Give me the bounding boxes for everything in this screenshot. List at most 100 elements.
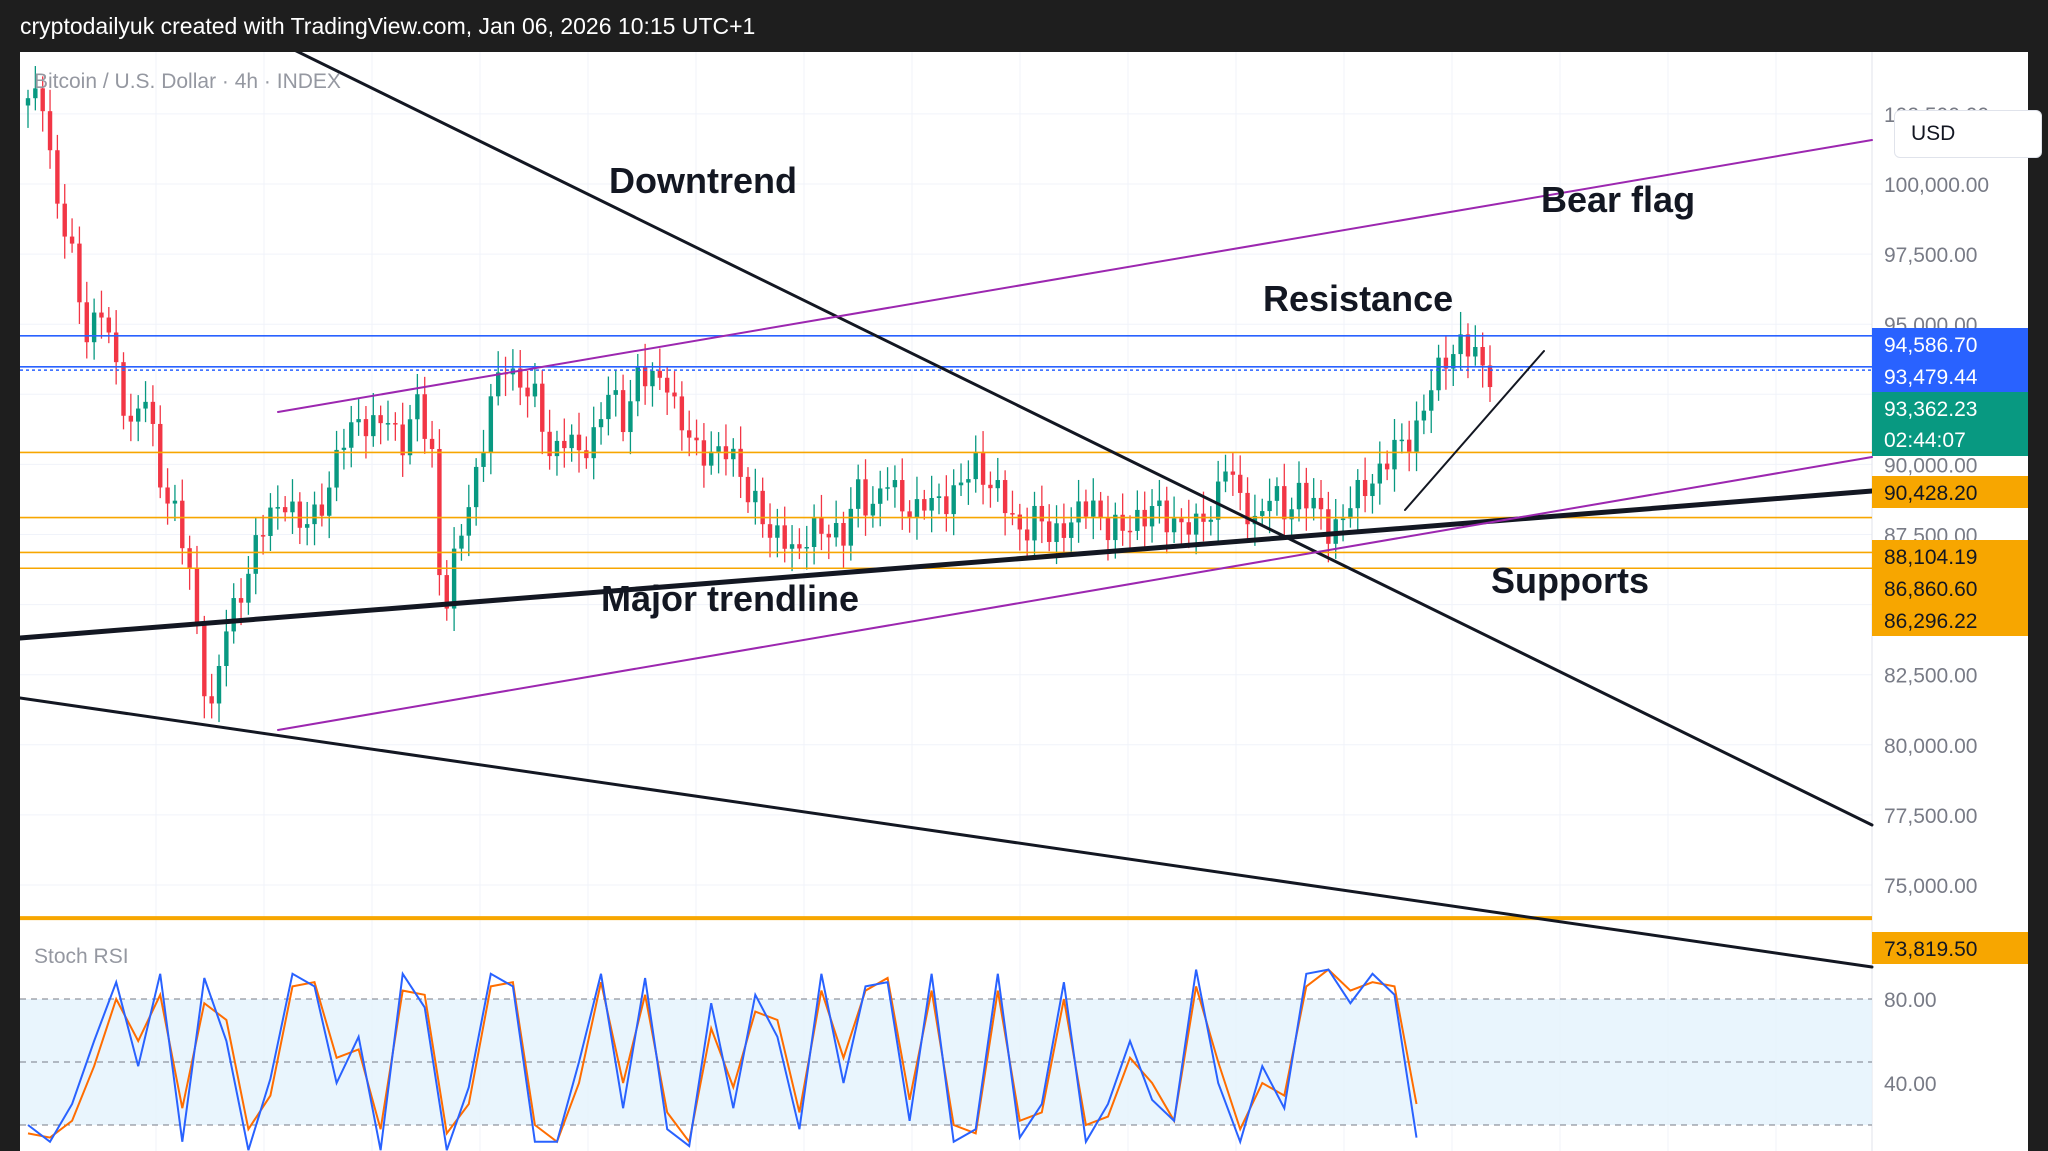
candle-body: [466, 507, 472, 536]
price-tick-label: 90,000.00: [1884, 454, 1977, 477]
candle-body: [1326, 509, 1331, 544]
candle-body: [1149, 506, 1155, 527]
price-tick-label: 75,000.00: [1884, 875, 1977, 898]
price-tag-bg: [1872, 932, 2028, 964]
candle-body: [811, 517, 817, 547]
candle-body: [988, 484, 993, 489]
downtrend-line: [294, 52, 1874, 827]
price-tag-bg: [1872, 540, 2028, 572]
candle-body: [716, 446, 721, 452]
candle-body: [1120, 514, 1125, 531]
candle-body: [709, 451, 714, 466]
chart-caption: cryptodailyuk created with TradingView.c…: [20, 13, 756, 39]
candle-body: [1355, 479, 1360, 509]
candle-body: [69, 236, 75, 244]
annotation-downtrend: Downtrend: [609, 160, 797, 201]
candle-body: [136, 408, 141, 422]
candle-body: [1421, 410, 1427, 421]
candle-body: [304, 524, 310, 528]
candle-body: [1054, 523, 1059, 542]
candle-body: [775, 525, 780, 538]
candle-body: [1127, 530, 1133, 533]
candle-body: [1267, 500, 1272, 512]
annotation-bear-flag: Bear flag: [1541, 179, 1695, 220]
candle-body: [1289, 509, 1294, 520]
candle-body: [753, 490, 758, 503]
price-tag-label: 93,362.23: [1884, 398, 1977, 421]
price-tick-label: 82,500.00: [1884, 665, 1977, 688]
candle-body: [349, 422, 354, 448]
price-tag-label: 88,104.19: [1884, 546, 1977, 569]
price-tag-label: 73,819.50: [1884, 938, 1977, 961]
candle-body: [481, 452, 486, 467]
candle-body: [385, 423, 391, 425]
price-tick-label: 80,000.00: [1884, 735, 1977, 758]
bear-flag-lower-line: [277, 456, 1873, 731]
candle-body: [488, 396, 494, 453]
candle-body: [1215, 481, 1221, 520]
candle-body: [209, 696, 214, 704]
candle-body: [1296, 482, 1302, 510]
candle-body: [635, 366, 640, 402]
price-tick-label: 100,000.00: [1884, 174, 1989, 197]
price-tag-label: 93,479.44: [1884, 366, 1978, 389]
candle-body: [870, 503, 876, 516]
candle-body: [782, 525, 787, 549]
candle-body: [944, 496, 949, 515]
candle-body: [1010, 513, 1015, 515]
candle-body: [973, 451, 978, 480]
candle-body: [694, 437, 699, 441]
price-tag-bg: [1872, 604, 2028, 636]
price-tag-label: 94,586.70: [1884, 334, 1977, 357]
price-tags: 94,586.70 93,479.44 93,362.23 02:44:07 90,42…: [1872, 328, 2028, 964]
candle-body: [1245, 492, 1250, 525]
price-tag-bg: [1872, 572, 2028, 604]
candle-body: [1024, 529, 1030, 541]
candle-body: [143, 401, 148, 409]
candle-body: [1340, 518, 1346, 521]
candle-body: [40, 88, 45, 112]
candle-body: [1179, 518, 1184, 523]
candle-body: [297, 501, 303, 528]
candle-body: [1384, 463, 1390, 470]
candle-body: [253, 535, 258, 574]
annotation-supports: Supports: [1491, 560, 1649, 601]
stoch-tick-label: 40.00: [1884, 1073, 1937, 1096]
candle-body: [216, 665, 222, 704]
candle-body: [1362, 479, 1368, 497]
price-tag-label: 90,428.20: [1884, 482, 1977, 505]
candle-body: [584, 450, 589, 459]
candle-body: [892, 480, 898, 488]
candle-body: [532, 383, 538, 397]
candle-body: [1429, 390, 1434, 411]
candle-body: [62, 203, 67, 237]
currency-button[interactable]: USD: [1894, 110, 2042, 158]
candle-body: [47, 111, 53, 151]
price-tag-bg: [1872, 392, 2028, 456]
candle-body: [194, 568, 200, 625]
candle-body: [165, 487, 170, 504]
candle-body: [1113, 514, 1118, 541]
candle-body: [1157, 500, 1162, 507]
candle-body: [576, 434, 582, 451]
price-tick-label: 97,500.00: [1884, 244, 1977, 267]
candle-body: [1458, 334, 1463, 355]
candle-body: [1105, 518, 1111, 541]
price-levels: [20, 334, 1872, 921]
candle-body: [1017, 514, 1023, 530]
candle-body: [1274, 486, 1280, 501]
candle-body: [238, 598, 244, 603]
price-tag-bg: [1872, 360, 2028, 392]
stoch-tick-label: 80.00: [1884, 989, 1937, 1012]
candle-body: [55, 150, 60, 204]
candle-body: [415, 394, 420, 420]
candle-body: [797, 544, 802, 549]
candle-body: [841, 523, 846, 546]
candle-body: [121, 362, 126, 416]
major-trendline: [20, 488, 1875, 641]
candle-body: [231, 598, 236, 632]
candle-body: [731, 448, 736, 460]
short-rising-trendline: [1404, 350, 1545, 511]
